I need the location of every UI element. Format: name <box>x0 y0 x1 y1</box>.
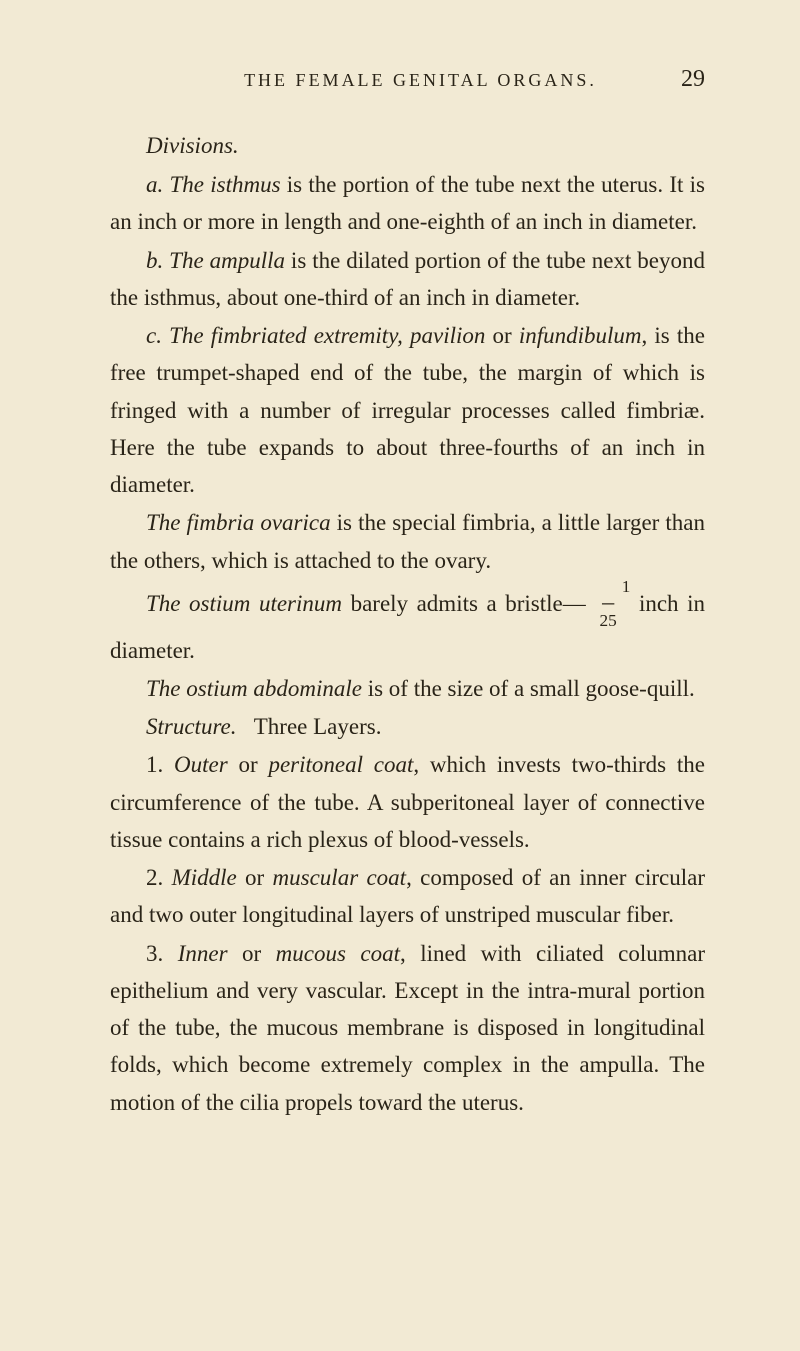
page-header: THE FEMALE GENITAL ORGANS. 29 <box>110 60 705 99</box>
division-c: c. The fimbriated extremity, pavilion or… <box>110 317 705 503</box>
layer-2: 2. Middle or muscular coat, composed of … <box>110 859 705 934</box>
page-number: 29 <box>681 60 705 99</box>
divisions-title: Divisions. <box>110 127 705 164</box>
ostium-abdominale: The ostium abdominale is of the size of … <box>110 670 705 707</box>
fimbria-ovarica: The fimbria ovarica is the special fimbr… <box>110 504 705 579</box>
layer-1: 1. Outer or peritoneal coat, which inves… <box>110 746 705 858</box>
ostium-uterinum: The ostium uterinum barely admits a bris… <box>110 580 705 669</box>
division-a: a. The isthmus is the portion of the tub… <box>110 166 705 241</box>
structure-title: Structure. Three Layers. <box>110 708 705 745</box>
running-title: THE FEMALE GENITAL ORGANS. <box>110 66 681 95</box>
layer-3: 3. Inner or mucous coat, lined with cili… <box>110 935 705 1121</box>
division-b: b. The ampulla is the dilated portion of… <box>110 242 705 317</box>
